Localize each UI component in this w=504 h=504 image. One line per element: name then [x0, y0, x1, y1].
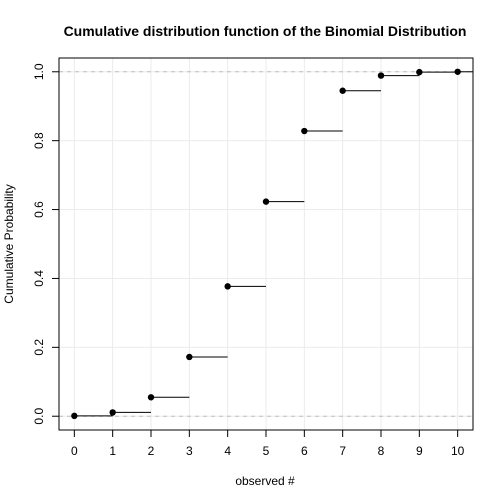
x-tick-label: 2 — [148, 444, 155, 458]
x-tick-label: 0 — [71, 444, 78, 458]
data-point — [109, 409, 116, 416]
reference-lines — [59, 71, 473, 417]
data-point — [339, 87, 346, 94]
data-point — [186, 353, 193, 361]
data-point — [262, 198, 270, 205]
data-point — [224, 283, 231, 290]
data-point — [416, 68, 423, 76]
y-axis: 0.0 0.2 0.4 0.6 0.8 1.0 — [32, 63, 59, 425]
data-point — [454, 68, 461, 75]
x-tick-label: 9 — [416, 444, 423, 458]
grid-lines — [59, 58, 473, 430]
data-point — [377, 72, 385, 79]
y-tick-label: 0.2 — [32, 339, 46, 356]
x-tick-label: 4 — [224, 444, 231, 458]
x-axis-label: observed # — [235, 474, 295, 488]
data-series — [71, 68, 473, 420]
x-axis: 0 1 2 3 4 5 6 7 8 9 10 — [71, 430, 465, 458]
data-point — [71, 412, 78, 420]
x-tick-label: 6 — [301, 444, 308, 458]
y-tick-label: 0.0 — [32, 408, 46, 425]
x-tick-label: 8 — [378, 444, 385, 458]
data-point — [301, 127, 308, 135]
x-tick-label: 5 — [263, 444, 270, 458]
chart-title: Cumulative distribution function of the … — [64, 23, 467, 39]
x-tick-label: 10 — [451, 444, 465, 458]
y-tick-label: 1.0 — [32, 63, 46, 80]
x-tick-label: 1 — [109, 444, 116, 458]
y-tick-label: 0.6 — [32, 201, 46, 218]
y-tick-label: 0.4 — [32, 270, 46, 287]
y-axis-label: Cumulative Probability — [2, 184, 16, 303]
y-tick-label: 0.8 — [32, 132, 46, 149]
x-tick-label: 7 — [339, 444, 346, 458]
x-tick-label: 3 — [186, 444, 193, 458]
data-point — [147, 394, 155, 401]
